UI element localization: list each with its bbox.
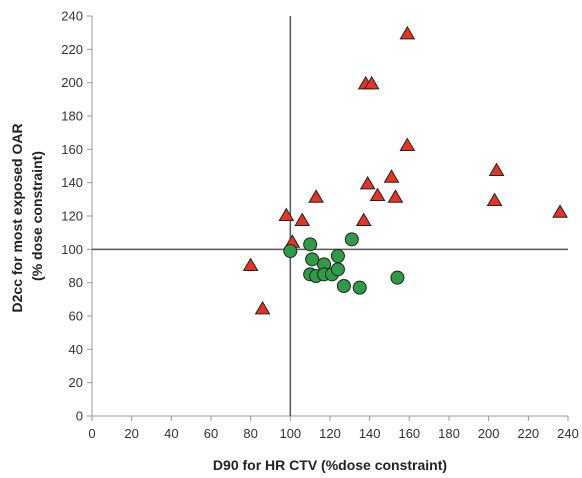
axes bbox=[91, 16, 568, 417]
y-tick-label: 0 bbox=[76, 409, 83, 424]
triangle-point bbox=[399, 137, 416, 152]
x-tick-label: 0 bbox=[88, 426, 95, 441]
triangle-point bbox=[278, 207, 295, 222]
y-tick-label: 100 bbox=[61, 242, 83, 257]
x-tick-label: 80 bbox=[243, 426, 257, 441]
triangle-point bbox=[294, 212, 311, 227]
triangle-point bbox=[369, 187, 386, 202]
y-tick-label: 60 bbox=[69, 309, 83, 324]
circle-point bbox=[390, 270, 405, 285]
circle-point bbox=[303, 237, 318, 252]
x-tick-label: 220 bbox=[517, 426, 539, 441]
x-axis-title: D90 for HR CTV (%dose constraint) bbox=[213, 457, 447, 473]
x-tick-label: 20 bbox=[124, 426, 138, 441]
triangle-point bbox=[242, 257, 259, 272]
x-tick-label: 160 bbox=[398, 426, 420, 441]
triangle-point bbox=[387, 189, 404, 203]
y-tick-label: 20 bbox=[69, 375, 83, 390]
circle-point bbox=[283, 244, 298, 258]
data-marks bbox=[242, 25, 568, 315]
y-axis-title-line-1: D2cc for most exposed OAR bbox=[9, 123, 25, 312]
x-tick-label: 200 bbox=[478, 426, 500, 441]
triangle-point bbox=[359, 175, 376, 190]
x-tick-label: 60 bbox=[204, 426, 218, 441]
y-tick-label: 200 bbox=[61, 75, 83, 90]
y-tick-label: 80 bbox=[69, 275, 83, 290]
circle-point bbox=[344, 232, 359, 247]
x-tick-group: 0 20 40 60 80 100 120 140 160 180 200 220 240 bbox=[88, 416, 579, 441]
y-tick-label: 240 bbox=[61, 9, 83, 24]
y-tick-label: 120 bbox=[61, 209, 83, 224]
circle-point bbox=[336, 279, 351, 293]
y-tick-label: 180 bbox=[61, 109, 83, 124]
y-tick-label: 160 bbox=[61, 142, 83, 157]
triangle-point bbox=[308, 189, 324, 203]
triangle-point bbox=[254, 300, 271, 315]
x-tick-label: 100 bbox=[279, 426, 301, 441]
x-tick-label: 240 bbox=[557, 426, 579, 441]
x-tick-label: 120 bbox=[319, 426, 341, 441]
y-tick-label: 140 bbox=[61, 175, 83, 190]
triangle-point bbox=[363, 75, 380, 90]
y-tick-label: 220 bbox=[61, 42, 83, 57]
triangle-point bbox=[552, 204, 568, 218]
reference-lines bbox=[92, 16, 568, 416]
y-axis-title-line-2: (% dose constraint) bbox=[29, 151, 45, 281]
circle-point bbox=[330, 262, 345, 277]
triangle-point bbox=[383, 169, 400, 183]
circle-point bbox=[330, 249, 345, 263]
y-axis-title: D2cc for most exposed OAR (% dose constr… bbox=[9, 120, 45, 313]
x-tick-label: 40 bbox=[164, 426, 178, 441]
y-tick-group: 0 20 40 60 80 100 120 140 160 180 200 220 240 bbox=[61, 9, 92, 424]
triangle-point bbox=[399, 25, 416, 40]
x-tick-label: 140 bbox=[359, 426, 381, 441]
circle-point bbox=[305, 252, 320, 267]
triangle-point bbox=[355, 212, 372, 227]
triangle-point bbox=[488, 162, 505, 177]
triangle-point bbox=[486, 192, 503, 207]
circle-point bbox=[352, 280, 367, 295]
x-tick-label: 180 bbox=[438, 426, 460, 441]
y-tick-label: 40 bbox=[69, 342, 83, 357]
